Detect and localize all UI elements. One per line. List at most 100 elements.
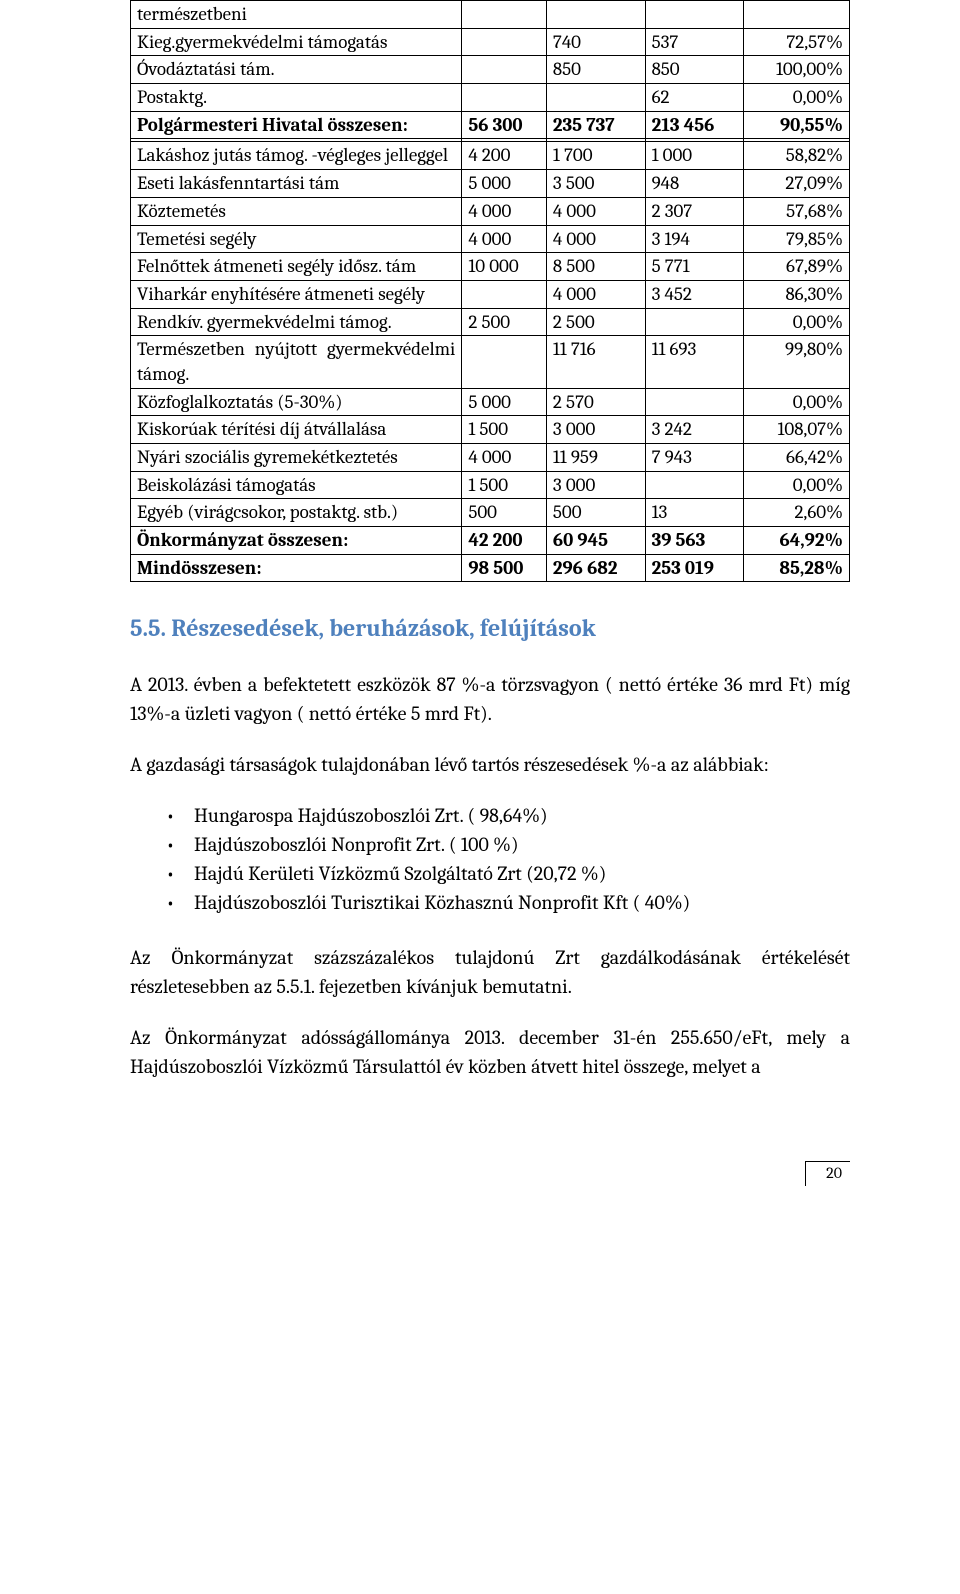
row-label: Természetben nyújtott gyermekvédelmi tám… — [131, 336, 462, 388]
row-cell: 3 242 — [645, 416, 744, 444]
table-row: Felnőttek átmeneti segély idősz. tám10 0… — [131, 253, 850, 281]
row-label: Temetési segély — [131, 225, 462, 253]
row-cell: 4 000 — [546, 280, 645, 308]
row-label: Polgármesteri Hivatal összesen: — [131, 111, 462, 139]
row-cell: 296 682 — [546, 554, 645, 582]
row-label: Lakáshoz jutás támog. -végleges jellegge… — [131, 142, 462, 170]
row-cell — [645, 308, 744, 336]
row-cell: 2 570 — [546, 388, 645, 416]
row-cell: 4 000 — [462, 225, 547, 253]
row-cell — [645, 1, 744, 29]
row-cell: 1 000 — [645, 142, 744, 170]
row-label: Egyéb (virágcsokor, postaktg. stb.) — [131, 499, 462, 527]
row-cell: 4 200 — [462, 142, 547, 170]
row-cell: 11 693 — [645, 336, 744, 388]
row-cell: 60 945 — [546, 527, 645, 555]
row-cell — [462, 280, 547, 308]
row-cell: 27,09% — [744, 170, 850, 198]
table-row: Kieg.gyermekvédelmi támogatás74053772,57… — [131, 28, 850, 56]
row-cell: 86,30% — [744, 280, 850, 308]
row-cell — [546, 84, 645, 112]
row-cell: 2 500 — [462, 308, 547, 336]
row-cell — [645, 471, 744, 499]
table-row: Egyéb (virágcsokor, postaktg. stb.)50050… — [131, 499, 850, 527]
row-label: Kiskorúak térítési díj átvállalása — [131, 416, 462, 444]
row-cell: 1 700 — [546, 142, 645, 170]
row-cell: 3 194 — [645, 225, 744, 253]
row-label: Kieg.gyermekvédelmi támogatás — [131, 28, 462, 56]
row-cell: 4 000 — [546, 197, 645, 225]
row-cell: 500 — [462, 499, 547, 527]
row-cell: 4 000 — [546, 225, 645, 253]
table-row: Természetben nyújtott gyermekvédelmi tám… — [131, 336, 850, 388]
row-cell: 235 737 — [546, 111, 645, 139]
table-row: Kiskorúak térítési díj átvállalása1 5003… — [131, 416, 850, 444]
table-row: Eseti lakásfenntartási tám5 0003 5009482… — [131, 170, 850, 198]
list-item: Hungarospa Hajdúszoboszlói Zrt. ( 98,64%… — [130, 801, 850, 830]
row-cell: 537 — [645, 28, 744, 56]
row-cell: 100,00% — [744, 56, 850, 84]
row-cell: 58,82% — [744, 142, 850, 170]
row-cell: 4 000 — [462, 197, 547, 225]
row-cell — [462, 336, 547, 388]
row-cell: 3 000 — [546, 471, 645, 499]
row-cell: 0,00% — [744, 471, 850, 499]
row-cell: 99,80% — [744, 336, 850, 388]
row-cell: 850 — [645, 56, 744, 84]
row-cell: 948 — [645, 170, 744, 198]
row-cell — [462, 1, 547, 29]
row-cell: 57,68% — [744, 197, 850, 225]
row-label: Viharkár enyhítésére átmeneti segély — [131, 280, 462, 308]
list-item: Hajdúszoboszlói Turisztikai Közhasznú No… — [130, 888, 850, 917]
row-cell: 108,07% — [744, 416, 850, 444]
table-row: Mindösszesen:98 500296 682253 01985,28% — [131, 554, 850, 582]
row-cell: 0,00% — [744, 308, 850, 336]
row-cell: 3 452 — [645, 280, 744, 308]
row-cell: 67,89% — [744, 253, 850, 281]
row-label: Óvodáztatási tám. — [131, 56, 462, 84]
row-cell: 8 500 — [546, 253, 645, 281]
row-cell: 1 500 — [462, 416, 547, 444]
row-cell: 11 959 — [546, 444, 645, 472]
row-cell: 13 — [645, 499, 744, 527]
row-cell: 1 500 — [462, 471, 547, 499]
table-row: Óvodáztatási tám.850850100,00% — [131, 56, 850, 84]
row-cell: 7 943 — [645, 444, 744, 472]
page-number: 20 — [805, 1161, 850, 1186]
table-row: Közfoglalkoztatás (5-30%)5 0002 5700,00% — [131, 388, 850, 416]
row-label: Közfoglalkoztatás (5-30%) — [131, 388, 462, 416]
row-cell: 56 300 — [462, 111, 547, 139]
table-row: Rendkív. gyermekvédelmi támog.2 5002 500… — [131, 308, 850, 336]
row-cell: 0,00% — [744, 388, 850, 416]
table-row: Köztemetés4 0004 0002 30757,68% — [131, 197, 850, 225]
row-label: Mindösszesen: — [131, 554, 462, 582]
paragraph-1: A 2013. évben a befektetett eszközök 87 … — [130, 670, 850, 728]
document-page: természetbeniKieg.gyermekvédelmi támogat… — [0, 0, 960, 1186]
table-row: Nyári szociális gyremekétkeztetés4 00011… — [131, 444, 850, 472]
row-label: Önkormányzat összesen: — [131, 527, 462, 555]
row-label: Köztemetés — [131, 197, 462, 225]
row-cell: 3 500 — [546, 170, 645, 198]
row-cell: 5 771 — [645, 253, 744, 281]
row-label: Beiskolázási támogatás — [131, 471, 462, 499]
row-cell: 253 019 — [645, 554, 744, 582]
table-row: Lakáshoz jutás támog. -végleges jellegge… — [131, 142, 850, 170]
table-row: Temetési segély4 0004 0003 19479,85% — [131, 225, 850, 253]
paragraph-2: A gazdasági társaságok tulajdonában lévő… — [130, 750, 850, 779]
table-row: Postaktg.620,00% — [131, 84, 850, 112]
row-label: Felnőttek átmeneti segély idősz. tám — [131, 253, 462, 281]
section-heading: 5.5. Részesedések, beruházások, felújítá… — [130, 614, 850, 642]
row-cell — [645, 388, 744, 416]
row-cell: 3 000 — [546, 416, 645, 444]
row-cell — [546, 1, 645, 29]
page-number-container: 20 — [130, 1161, 850, 1186]
row-cell — [462, 28, 547, 56]
bullet-list: Hungarospa Hajdúszoboszlói Zrt. ( 98,64%… — [130, 801, 850, 917]
row-cell — [744, 1, 850, 29]
row-cell: 500 — [546, 499, 645, 527]
row-cell: 85,28% — [744, 554, 850, 582]
list-item: Hajdúszoboszlói Nonprofit Zrt. ( 100 %) — [130, 830, 850, 859]
row-label: Postaktg. — [131, 84, 462, 112]
row-cell: 42 200 — [462, 527, 547, 555]
paragraph-3: Az Önkormányzat százszázalékos tulajdonú… — [130, 943, 850, 1001]
